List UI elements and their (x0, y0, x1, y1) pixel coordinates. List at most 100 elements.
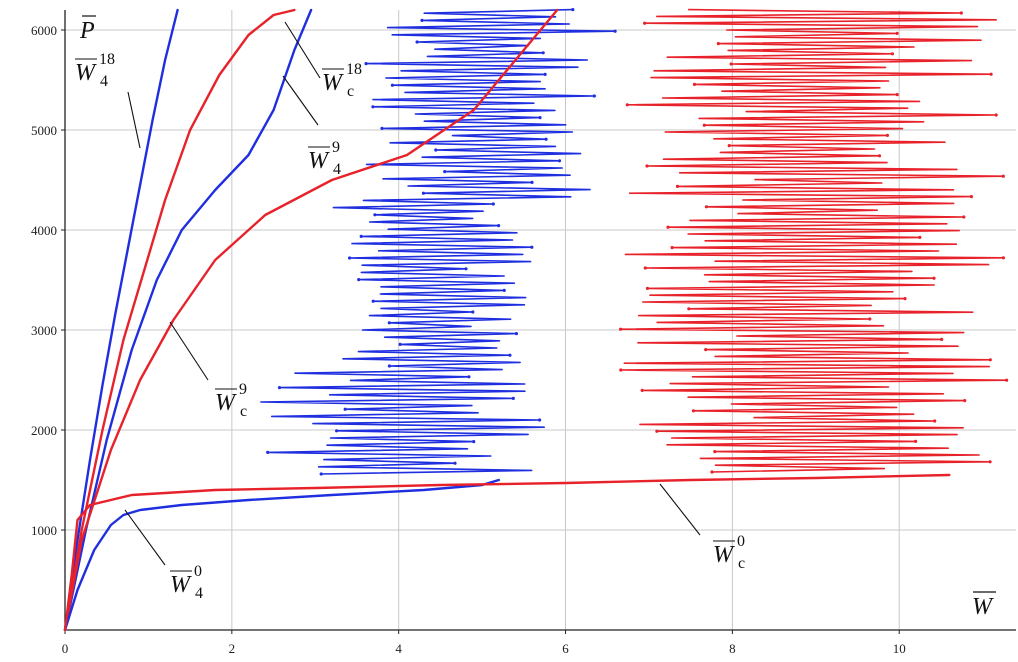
red-oscillation-point (619, 368, 623, 372)
annotation-leader (284, 21, 321, 79)
annotation-leader (282, 75, 319, 126)
annotation-subscript: c (347, 83, 354, 100)
annotation-superscript: 0 (194, 563, 202, 580)
blue-oscillation-point (472, 440, 476, 444)
blue-oscillation-point (538, 116, 542, 120)
tick-labels: 0 2 4 6 8 10 1000 2000 3000 4000 5000 6000 (31, 23, 906, 656)
annotation-leader (659, 483, 701, 536)
red-oscillation-point (729, 62, 733, 66)
blue-oscillation-point (266, 450, 270, 454)
blue-oscillation-point (514, 332, 519, 336)
red-oscillation-point (959, 11, 963, 15)
annotation-superscript: 9 (239, 381, 247, 398)
red-oscillation-point (1001, 174, 1005, 178)
red-oscillation-point (643, 266, 647, 270)
red-oscillation-point (675, 184, 680, 188)
red-oscillation-point (988, 358, 992, 362)
blue-oscillation-point (380, 126, 384, 130)
red-oscillation-point (885, 133, 890, 137)
annotation-label: W9 c (215, 381, 247, 420)
red-oscillation-point (704, 205, 709, 209)
series-line-1 (63, 8, 313, 632)
red-oscillation-point (962, 215, 966, 219)
series-line-4 (63, 478, 500, 632)
red-oscillation-point (716, 42, 721, 46)
annotation-label: W18 c (322, 61, 362, 100)
annotation-leader (124, 509, 166, 566)
red-oscillation-point (692, 82, 697, 86)
x-tick-label: 8 (729, 641, 736, 656)
blue-oscillation-point (491, 202, 495, 206)
blue-oscillation-point (502, 288, 506, 292)
y-axis-title-text: P (79, 18, 95, 44)
blue-oscillation-point (443, 170, 447, 174)
y-tick-label: 1000 (31, 523, 57, 538)
series-group (63, 8, 1009, 632)
red-oscillation-point (666, 225, 670, 229)
x-tick-label: 10 (893, 641, 906, 656)
annotation-superscript: 18 (346, 61, 362, 78)
red-oscillation-point (933, 419, 937, 423)
y-tick-label: 2000 (31, 423, 57, 438)
annotation-label: W9 4 (308, 139, 341, 178)
blue-oscillation-point (277, 386, 282, 390)
red-oscillation-point (625, 103, 629, 107)
red-oscillation-point (691, 409, 696, 413)
red-oscillation-point (903, 297, 907, 301)
red-oscillation-point (963, 399, 967, 403)
annotation-leader (169, 321, 209, 381)
y-tick-label: 5000 (31, 123, 57, 138)
grid (64, 10, 1016, 630)
blue-oscillation-point (497, 224, 501, 228)
red-oscillation-point (868, 317, 872, 321)
red-oscillation-point (989, 72, 993, 76)
x-tick-label: 6 (562, 641, 569, 656)
annotation-superscript: 0 (737, 533, 745, 550)
blue-oscillation-point (387, 321, 391, 325)
red-oscillation-point (988, 460, 992, 464)
blue-oscillation-point (471, 310, 475, 314)
blue-oscillation-point (390, 83, 394, 87)
x-tick-label: 0 (62, 641, 69, 656)
blue-oscillation-point (530, 245, 534, 249)
blue-oscillation-point (357, 278, 361, 282)
red-oscillation-point (640, 388, 644, 392)
red-oscillation-point (969, 195, 974, 199)
red-oscillation-point (918, 235, 922, 239)
red-oscillation-point (994, 113, 998, 117)
x-tick-label: 2 (229, 641, 236, 656)
annotation-base: W (713, 542, 735, 568)
blue-oscillation-point (511, 396, 515, 400)
annotation-subscript: 4 (333, 161, 341, 178)
red-oscillation-point (890, 52, 895, 56)
x-axis-title: W (972, 591, 996, 620)
red-oscillation-point (645, 286, 650, 290)
red-oscillation-point (645, 164, 649, 168)
blue-oscillation-point (541, 51, 545, 55)
blue-oscillation-point (464, 267, 468, 271)
y-tick-label: 3000 (31, 323, 57, 338)
annotation-base: W (170, 572, 192, 598)
blue-oscillation-point (592, 94, 596, 98)
annotation-superscript: 18 (99, 51, 115, 68)
annotation-label: W18 4 (75, 51, 115, 90)
annotation-leaders (124, 21, 701, 566)
annotation-base: W (75, 60, 97, 86)
blue-oscillation-point (571, 8, 575, 12)
blue-oscillation-point (420, 18, 424, 22)
red-oscillation (619, 8, 1008, 473)
red-oscillation-point (710, 470, 714, 474)
blue-oscillation-point (544, 137, 548, 141)
red-oscillation-point (702, 123, 706, 127)
red-oscillation-point (895, 31, 899, 35)
x-tick-label: 4 (395, 641, 402, 656)
red-oscillation-point (877, 154, 882, 158)
red-oscillation-point (670, 246, 674, 250)
annotation-leader (127, 91, 141, 149)
blue-oscillation-point (557, 159, 562, 163)
blue-oscillation-point (543, 72, 547, 76)
series-line-5 (63, 473, 951, 632)
blue-oscillation-point (421, 191, 425, 195)
